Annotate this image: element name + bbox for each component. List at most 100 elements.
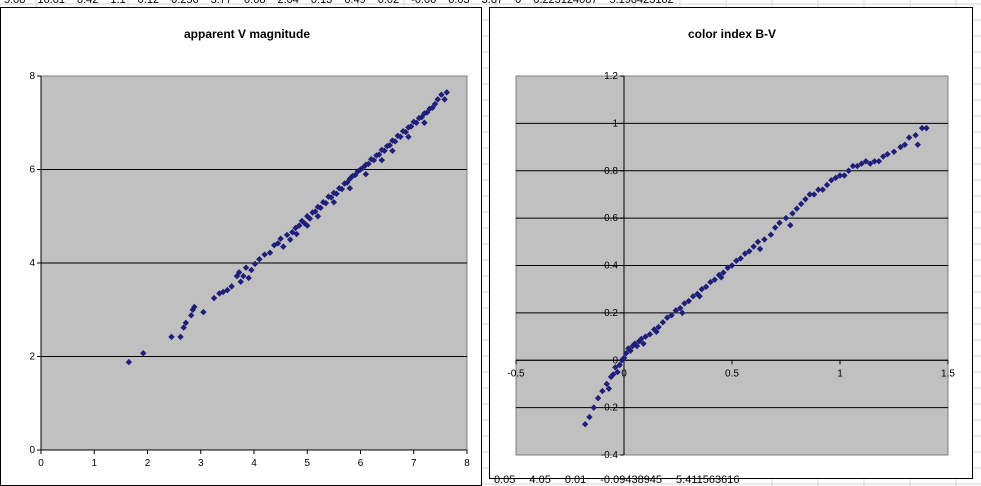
y-tick-label: 4: [29, 258, 35, 269]
chart-right-svg: -0.4-0.200.20.40.60.811.2-0.500.511.5: [507, 71, 955, 461]
scatter-point: [140, 350, 147, 357]
scatter-point: [245, 274, 252, 282]
scatter-point: [228, 283, 235, 290]
top-row-cell: 3.77: [210, 0, 233, 6]
top-row-cell: 0.49: [344, 0, 366, 6]
y-tick-label: 8: [29, 71, 35, 82]
scatter-point: [287, 236, 294, 243]
scatter-point: [177, 333, 184, 341]
scatter-point: [438, 91, 445, 98]
top-row-cell: 1.1: [110, 0, 126, 6]
top-row-cell: 0: [515, 0, 522, 6]
chart-right-frame[interactable]: color index B-V -0.4-0.200.20.40.60.811.…: [489, 7, 973, 479]
scatter-point: [443, 89, 450, 96]
top-row-cell: 0.256: [171, 0, 199, 6]
x-tick-label: 3: [198, 458, 204, 469]
y-tick-label: 0.8: [604, 166, 618, 177]
scatter-point: [240, 272, 247, 280]
scatter-point: [890, 148, 898, 155]
scatter-point: [304, 222, 311, 229]
scatter-point: [391, 138, 399, 145]
scatter-point: [180, 324, 187, 331]
y-tick-label: 1.2: [604, 71, 618, 82]
x-tick-label: 6: [358, 458, 364, 469]
scatter-point: [434, 96, 441, 103]
scatter-point: [338, 185, 346, 193]
scatter-point: [431, 100, 439, 108]
bottom-cell-row: 0.05 4.05 0.01 -0.09438945 5.411563616: [494, 474, 753, 486]
scatter-point: [905, 134, 913, 141]
scatter-point: [397, 133, 404, 140]
scatter-point: [328, 194, 335, 201]
scatter-point: [346, 185, 354, 192]
y-tick-label: -0.4: [601, 450, 619, 461]
scatter-point: [378, 156, 385, 164]
scatter-point: [296, 222, 303, 229]
scatter-point: [266, 249, 274, 256]
scatter-point: [605, 385, 613, 392]
top-row-cell: 0.42: [76, 0, 99, 6]
scatter-point: [854, 162, 861, 170]
top-row-cell: 0.223124087: [533, 0, 598, 6]
scatter-point: [274, 240, 282, 247]
scatter-point: [351, 171, 359, 179]
scatter-point: [914, 141, 921, 148]
scatter-point: [317, 204, 324, 212]
scatter-point: [858, 160, 865, 167]
y-tick-label: 6: [29, 165, 35, 176]
scatter-point: [370, 156, 378, 164]
scatter-point: [429, 104, 436, 111]
scatter-point: [836, 172, 844, 179]
scatter-point: [581, 421, 589, 428]
scatter-point: [304, 213, 311, 220]
scatter-point: [200, 308, 207, 316]
x-tick-label: 7: [411, 458, 417, 469]
top-row-cell: 5.198423162: [609, 0, 674, 6]
scatter-point: [421, 119, 428, 126]
scatter-point: [418, 113, 425, 121]
top-row-cell: 0.08: [244, 0, 266, 6]
x-tick-label: 4: [251, 458, 257, 469]
scatter-point: [728, 262, 736, 269]
scatter-point: [413, 119, 420, 126]
scatter-point: [782, 214, 790, 222]
scatter-point: [767, 231, 775, 238]
scatter-point: [224, 286, 231, 294]
scatter-point: [867, 160, 874, 167]
bottom-row-cell: 0.05: [494, 474, 516, 486]
scatter-point: [306, 215, 314, 222]
top-row-cell: 0.13: [310, 0, 333, 6]
scatter-point: [333, 190, 340, 198]
x-tick-label: 0: [38, 458, 44, 469]
scatter-point: [806, 191, 813, 198]
scatter-point: [365, 160, 372, 168]
scatter-point: [590, 404, 597, 411]
scatter-point: [312, 208, 319, 215]
scatter-point: [237, 278, 244, 285]
scatter-point: [191, 303, 198, 311]
scatter-point: [845, 167, 852, 174]
x-tick-label: 0.5: [725, 368, 739, 379]
x-tick-label: 1: [91, 458, 97, 469]
scatter-point: [322, 199, 330, 207]
chart-left-frame[interactable]: apparent V magnitude 0 2 4 6 8 0 1 2 3 4 5 6 7 8: [0, 7, 482, 486]
scatter-point: [689, 293, 697, 300]
top-row-cell: 2.04: [277, 0, 299, 6]
bottom-row-cell: 5.411563616: [676, 474, 740, 486]
bottom-row-cell: -0.09438945: [600, 474, 663, 486]
top-row-cell: 0.03: [448, 0, 470, 6]
chart-left-title: apparent V magnitude: [183, 27, 311, 41]
y-tick-label: -0.2: [601, 403, 619, 414]
scatter-point: [815, 186, 822, 193]
scatter-point: [405, 133, 412, 140]
scatter-point: [343, 179, 351, 186]
scatter-point: [330, 189, 338, 197]
scatter-point: [367, 156, 375, 163]
y-tick-label: 2: [29, 352, 35, 363]
top-row-cell: 16.01: [37, 0, 65, 6]
scatter-point: [168, 333, 175, 341]
scatter-point: [761, 236, 768, 243]
scatter-point: [423, 109, 431, 116]
scatter-point: [330, 199, 338, 206]
